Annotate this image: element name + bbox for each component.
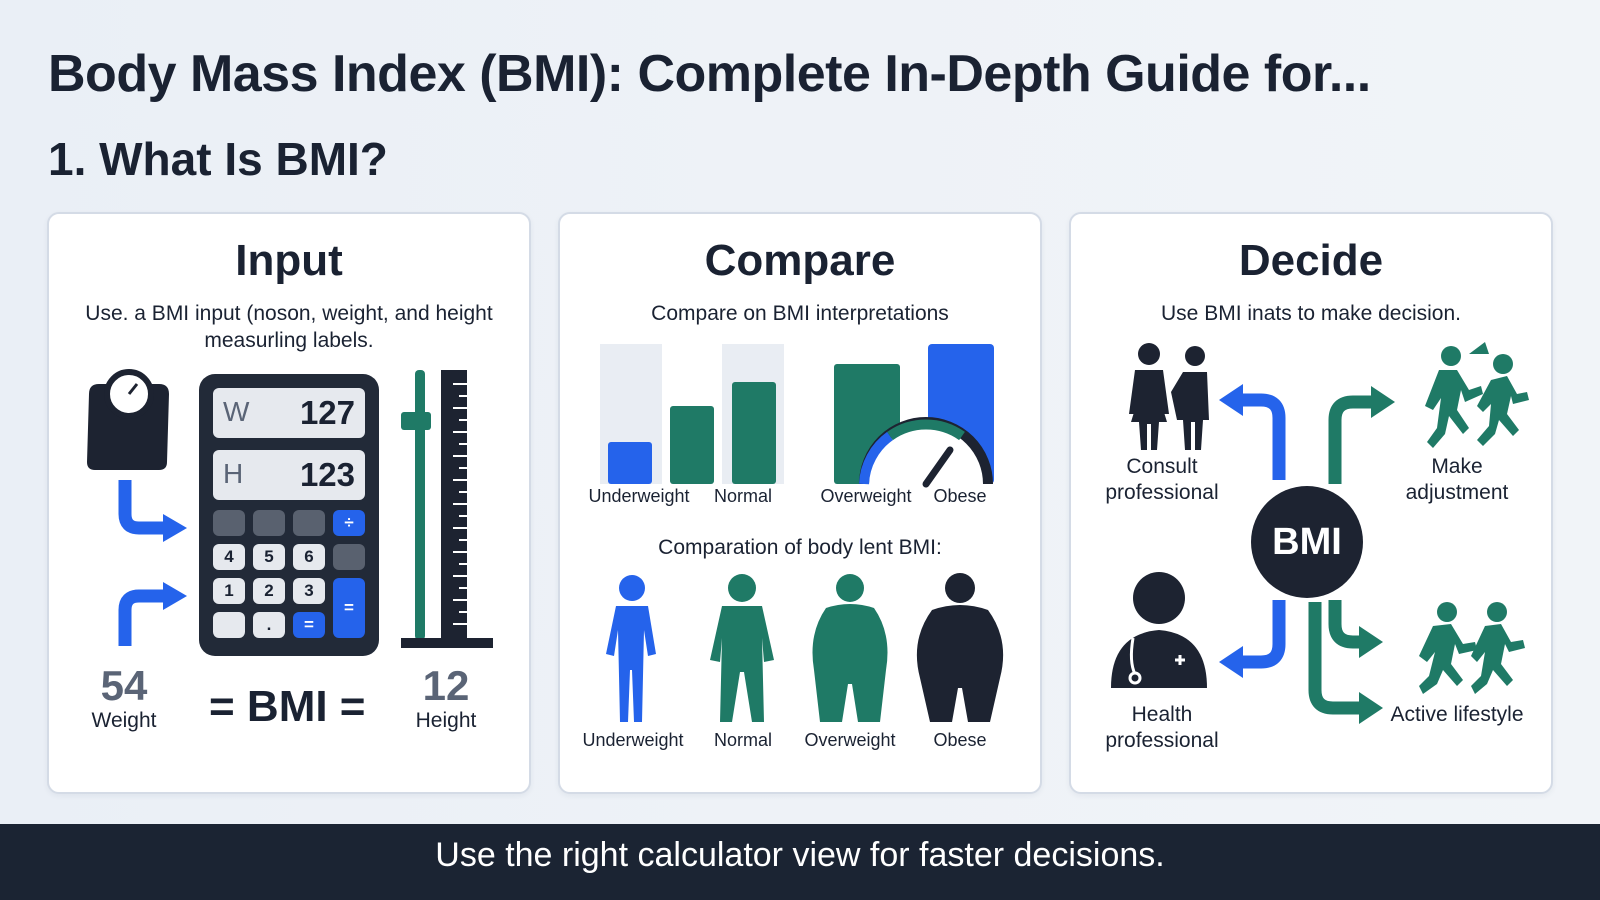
body-figure-icon xyxy=(710,574,774,722)
bar-label-obese: Obese xyxy=(933,486,987,506)
weight-key: W xyxy=(223,396,250,427)
weight-value: 127 xyxy=(299,394,355,431)
figure-label-normal: Normal xyxy=(713,730,772,750)
calculator-icon: W 127 H 123 ÷ 4 5 6 1 2 3 = . = xyxy=(199,374,379,656)
panel-description-compare: Compare on BMI interpretations xyxy=(651,302,949,325)
arrow-icon xyxy=(118,480,167,646)
bar-label-overweight: Overweight xyxy=(820,486,912,506)
decide-illustration xyxy=(1111,342,1529,724)
arrow-head xyxy=(1359,692,1383,724)
page-title: Body Mass Index (BMI): Complete In-Depth… xyxy=(48,45,1371,103)
panel-input: Input Use. a BMI input (noson, weight, a… xyxy=(47,212,531,794)
body-figure-icon xyxy=(812,574,888,722)
bar-underweight xyxy=(608,442,652,484)
panel-compare: Compare Compare on BMI interpretations xyxy=(558,212,1042,794)
arrow-head xyxy=(163,514,187,542)
calc-key-1: 1 xyxy=(213,578,245,604)
calc-key-equals-small: = xyxy=(293,612,325,638)
calc-key xyxy=(293,510,325,536)
height-display: H 123 xyxy=(213,450,365,500)
panel-heading-input: Input xyxy=(235,236,343,285)
panel-heading-compare: Compare xyxy=(704,236,896,285)
people-icon xyxy=(1129,343,1209,450)
calc-key-divide: ÷ xyxy=(333,510,365,536)
running-icon xyxy=(1425,342,1529,448)
arrow-head xyxy=(1359,626,1383,658)
input-illustration xyxy=(87,369,493,648)
ruler-ticks xyxy=(453,383,467,625)
bar-label-normal: Normal xyxy=(713,486,772,506)
bmi-center-badge: BMI xyxy=(1251,486,1363,598)
label-active-lifestyle: Active lifestyle xyxy=(1390,703,1524,726)
bar-normal xyxy=(670,406,714,484)
height-key: H xyxy=(223,458,244,489)
compare-subheading: Comparation of body lent BMI: xyxy=(658,536,942,559)
calc-key xyxy=(253,510,285,536)
panel-description-decide: Use BMI inats to make decision. xyxy=(1161,302,1461,325)
ruler-icon xyxy=(401,370,493,648)
running-icon xyxy=(1419,602,1525,694)
panel-decide: Decide Use BMI inats to make decision. xyxy=(1069,212,1553,794)
height-number: 12 xyxy=(422,662,470,709)
calc-key-4: 4 xyxy=(213,544,245,570)
weight-number: 54 xyxy=(100,662,148,709)
figure-label-obese: Obese xyxy=(933,730,987,750)
calc-key-5: 5 xyxy=(253,544,285,570)
gauge-icon xyxy=(859,417,993,488)
calc-key-dot: . xyxy=(253,612,285,638)
body-figure-icon xyxy=(916,573,1004,722)
doctor-icon xyxy=(1111,572,1207,688)
compare-illustration xyxy=(600,344,1004,722)
figure-label-underweight: Underweight xyxy=(582,730,684,750)
weight-display: W 127 xyxy=(213,388,365,438)
calc-key-2: 2 xyxy=(253,578,285,604)
bmi-formula: = BMI = xyxy=(209,682,366,731)
panel-description-input: Use. a BMI input (noson, weight, and hei… xyxy=(85,302,493,352)
height-value: 123 xyxy=(299,456,355,493)
weight-label: Weight xyxy=(91,709,157,732)
label-consult-professional: Consult professional xyxy=(1105,455,1219,504)
height-label: Height xyxy=(415,709,477,732)
scale-icon xyxy=(87,369,169,470)
panel-heading-decide: Decide xyxy=(1238,236,1384,285)
bar-label-underweight: Underweight xyxy=(588,486,690,506)
arrow-head xyxy=(1219,646,1243,678)
calc-key xyxy=(333,544,365,570)
calc-key-equals: = xyxy=(333,578,365,638)
arrow-head xyxy=(1371,386,1395,418)
calc-key-3: 3 xyxy=(293,578,325,604)
body-figure-icon xyxy=(606,575,656,722)
calc-key xyxy=(213,510,245,536)
calc-key xyxy=(213,612,245,638)
footer-banner: Use the right calculator view for faster… xyxy=(0,824,1600,900)
arrow-head xyxy=(1219,384,1243,416)
label-make-adjustment: Make adjustment xyxy=(1405,455,1509,504)
figure-label-overweight: Overweight xyxy=(804,730,896,750)
arrow-head xyxy=(163,582,187,610)
label-health-professional: Health professional xyxy=(1105,703,1219,752)
calc-key-6: 6 xyxy=(293,544,325,570)
section-title: 1. What Is BMI? xyxy=(48,133,388,185)
bar-normal-2 xyxy=(732,382,776,484)
